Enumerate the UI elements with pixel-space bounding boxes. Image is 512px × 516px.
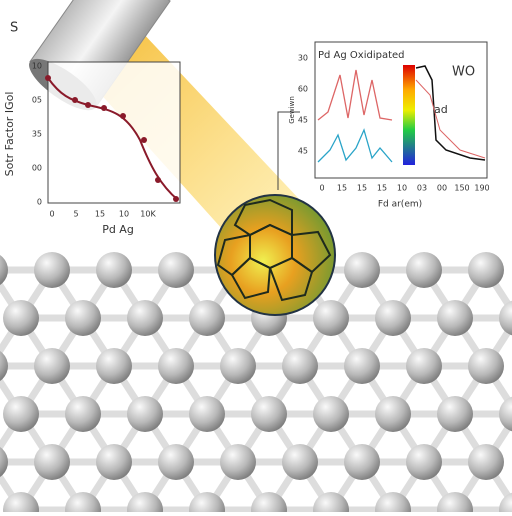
x-axis-label: Pd Ag — [102, 223, 134, 236]
left-plot — [45, 61, 181, 204]
x-tick-label: 00 — [437, 184, 447, 193]
atom — [282, 444, 318, 480]
y-tick-label: 10 — [32, 62, 42, 71]
atom — [375, 300, 411, 336]
atom — [313, 396, 349, 432]
atom — [406, 348, 442, 384]
x-tick-label: 10K — [140, 210, 156, 219]
atom — [313, 300, 349, 336]
atom — [437, 300, 473, 336]
atom — [313, 492, 349, 516]
atom — [65, 396, 101, 432]
x-tick-label: 15 — [337, 184, 347, 193]
y-axis-label: Gewiwn — [288, 96, 296, 124]
atom — [34, 252, 70, 288]
atom — [344, 348, 380, 384]
atom — [158, 348, 194, 384]
x-tick-label: 15 — [357, 184, 367, 193]
plot-title: Pd Ag Oxidipated — [318, 50, 405, 61]
atom — [499, 300, 512, 336]
atom — [0, 351, 8, 381]
x-tick-label: 10 — [397, 184, 407, 193]
atom — [499, 396, 512, 432]
atom — [158, 252, 194, 288]
atom — [468, 444, 504, 480]
atom — [0, 447, 8, 477]
y-tick-label: 0 — [37, 198, 42, 207]
atom — [65, 492, 101, 516]
color-bar — [403, 65, 415, 165]
atom — [282, 348, 318, 384]
x-axis-label: Fd ar(em) — [378, 200, 422, 210]
x-tick-label: 10 — [119, 210, 129, 219]
atom — [406, 252, 442, 288]
x-tick-label: 190 — [474, 184, 489, 193]
atom — [220, 348, 256, 384]
corner-mark: S — [10, 21, 18, 36]
atom — [220, 444, 256, 480]
y-tick-label: 45 — [298, 116, 308, 125]
atom — [468, 348, 504, 384]
atom — [499, 492, 512, 516]
y-tick-label: 60 — [298, 85, 308, 94]
atom — [127, 492, 163, 516]
atom — [127, 300, 163, 336]
x-tick-label: 0 — [49, 210, 54, 219]
atom — [468, 252, 504, 288]
y-axis-label: Sotr Factor IGol — [3, 92, 16, 177]
atom — [34, 444, 70, 480]
lattice — [0, 252, 512, 516]
y-tick-label: 05 — [32, 96, 42, 105]
atom — [158, 444, 194, 480]
x-tick-label: 15 — [377, 184, 387, 193]
atom — [3, 492, 39, 516]
right-plot — [277, 41, 488, 190]
atom — [344, 444, 380, 480]
x-tick-label: 03 — [417, 184, 427, 193]
atom — [189, 492, 225, 516]
legend-label: WO — [452, 65, 475, 80]
y-tick-label: 30 — [298, 54, 308, 63]
atom — [437, 396, 473, 432]
atom — [0, 255, 8, 285]
atom — [96, 444, 132, 480]
x-tick-label: 0 — [319, 184, 324, 193]
atom — [3, 300, 39, 336]
atom — [437, 492, 473, 516]
atom — [96, 252, 132, 288]
atom — [251, 396, 287, 432]
atom — [65, 300, 101, 336]
x-tick-label: 150 — [454, 184, 469, 193]
atom — [251, 492, 287, 516]
x-tick-label: 5 — [73, 210, 78, 219]
atom — [344, 252, 380, 288]
atom — [189, 300, 225, 336]
y-tick-label: 00 — [32, 164, 42, 173]
atom — [406, 444, 442, 480]
nanoparticle — [214, 194, 336, 316]
x-tick-label: 15 — [95, 210, 105, 219]
atom — [127, 396, 163, 432]
atom — [189, 396, 225, 432]
legend-label: ad — [434, 103, 448, 116]
atom — [375, 492, 411, 516]
y-tick-label: 35 — [32, 130, 42, 139]
y-tick-label: 45 — [298, 147, 308, 156]
atom — [96, 348, 132, 384]
atom — [375, 396, 411, 432]
atom — [34, 348, 70, 384]
atom — [3, 396, 39, 432]
